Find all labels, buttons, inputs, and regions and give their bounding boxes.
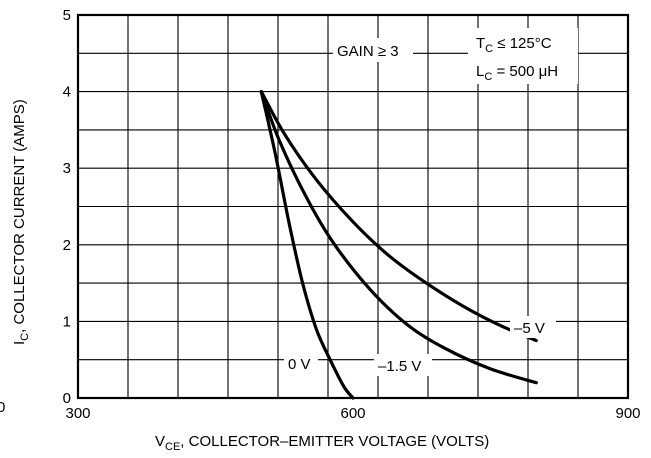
x-axis-title: VCE, COLLECTOR–EMITTER VOLTAGE (VOLTS) bbox=[155, 433, 489, 453]
gain-label-bg bbox=[333, 38, 413, 62]
series-label-5v-bg bbox=[510, 316, 556, 338]
series-label-0v: 0 V bbox=[288, 356, 311, 373]
series-line-1 bbox=[259, 90, 538, 385]
y-axis-title: IC, COLLECTOR CURRENT (AMPS) bbox=[11, 99, 31, 345]
y-tick-label: 4 bbox=[63, 84, 71, 101]
series-line-2 bbox=[259, 90, 538, 343]
y-tick-label: 2 bbox=[63, 237, 71, 254]
y-tick-label: 1 bbox=[63, 313, 71, 330]
gain-label: GAIN ≥ 3 bbox=[337, 43, 399, 60]
series-layer bbox=[259, 90, 538, 400]
y-tick-label: 0 bbox=[63, 390, 71, 407]
series-label-15v: –1.5 V bbox=[378, 358, 421, 375]
y-tick-label: 3 bbox=[63, 160, 71, 177]
conditions-bg bbox=[468, 28, 578, 84]
plot-frame bbox=[76, 13, 630, 400]
x-tick-label: 900 bbox=[615, 405, 640, 422]
series-label-15v-bg bbox=[374, 354, 432, 376]
x-tick-label: 600 bbox=[340, 405, 365, 422]
edge-mark: 0 bbox=[0, 399, 5, 416]
series-label-0v-bg bbox=[284, 352, 318, 374]
series-line-0 bbox=[259, 90, 355, 400]
lc-label: LC = 500 μH bbox=[476, 63, 558, 83]
grid bbox=[78, 15, 628, 398]
x-tick-label: 300 bbox=[65, 405, 90, 422]
ticks: 300 600 900 0 1 2 3 4 5 bbox=[63, 7, 641, 422]
series-label-5v: –5 V bbox=[514, 320, 545, 337]
tc-label: TC ≤ 125°C bbox=[476, 35, 552, 55]
y-tick-label: 5 bbox=[63, 7, 71, 24]
